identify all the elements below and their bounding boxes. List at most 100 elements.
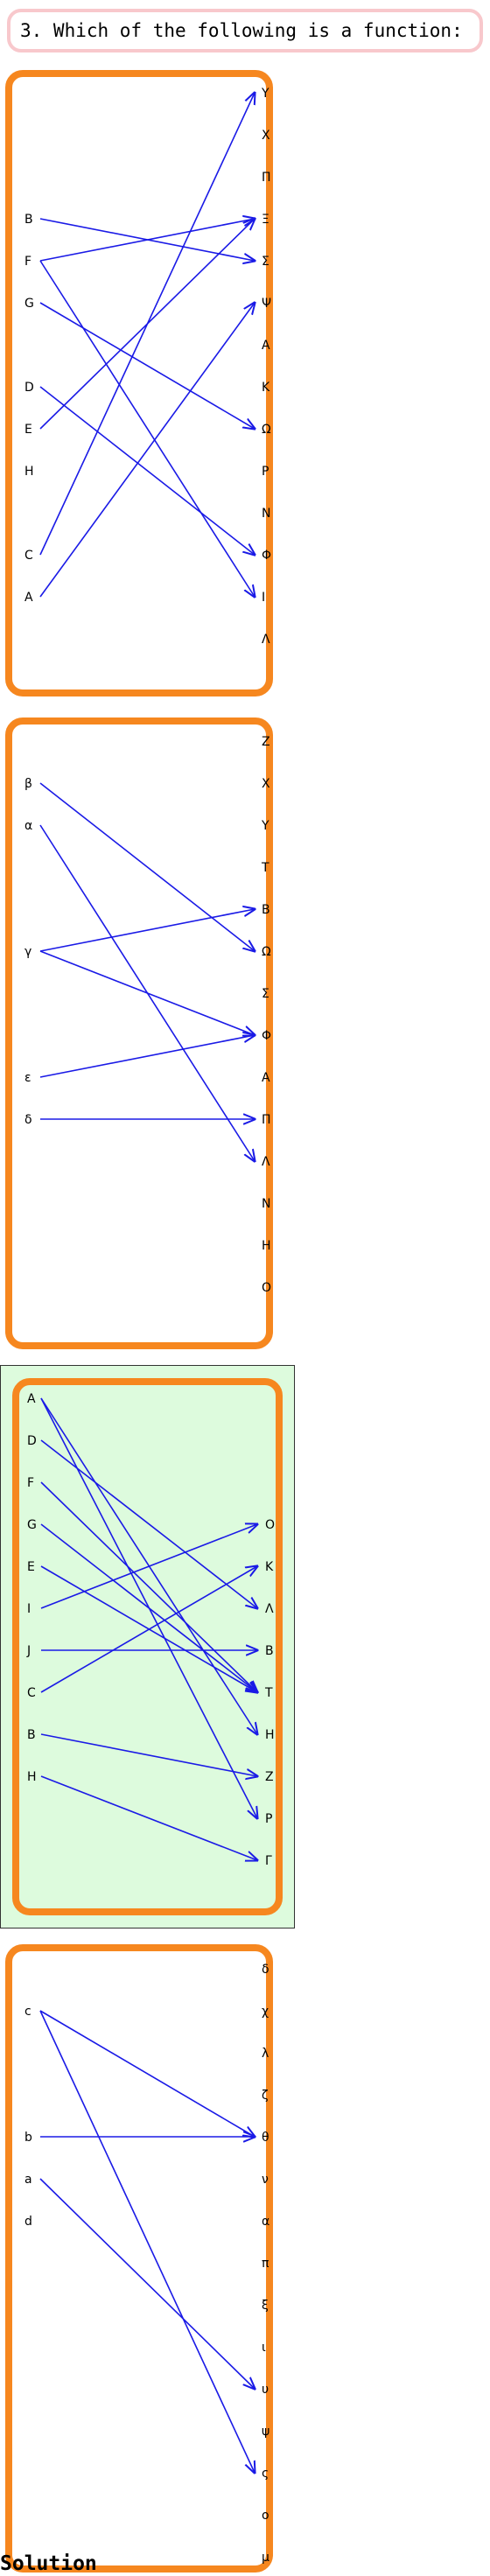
- option-2[interactable]: β α γ ε δ Ζ Χ Υ Τ Β Ω Σ Φ Α Π Λ Ν Η Ο: [5, 718, 273, 1349]
- codomain-element: Ω: [262, 423, 271, 437]
- mapping-arrow: [40, 1439, 257, 1608]
- mapping-arrow: [39, 260, 255, 597]
- codomain-element: θ: [262, 2131, 270, 2145]
- codomain-element: Σ: [262, 987, 270, 1001]
- mapping-arrow: [39, 950, 255, 1035]
- domain-element: E: [27, 1560, 35, 1574]
- domain-element: β: [24, 777, 32, 791]
- codomain-element: Π: [262, 1113, 271, 1127]
- mapping-arrow: [40, 1523, 257, 1692]
- codomain-element: Α: [262, 339, 270, 353]
- mapping-arrow: [39, 2178, 255, 2389]
- domain-element: G: [24, 297, 34, 311]
- mapping-arrow: [40, 1524, 257, 1609]
- codomain-element: Ω: [262, 945, 271, 959]
- codomain-element: ξ: [262, 2299, 269, 2313]
- codomain-element: Λ: [262, 1155, 270, 1169]
- option-frame: [5, 1944, 273, 2572]
- codomain-element: Τ: [264, 1686, 273, 1700]
- codomain-element: Ι: [262, 591, 265, 605]
- option-3[interactable]: A D F G E I J C B H Ο Κ Λ Β Τ Η Ζ Ρ Γ: [0, 1365, 295, 1928]
- codomain-element: ς: [262, 2467, 269, 2481]
- codomain-element: Γ: [265, 1854, 272, 1868]
- option-frame: [12, 1378, 283, 1915]
- codomain-element: μ: [262, 2551, 270, 2565]
- codomain-element: ψ: [262, 2425, 270, 2439]
- codomain-element: Ψ: [262, 297, 271, 311]
- mapping-arrow: [40, 1481, 257, 1692]
- codomain-element: Φ: [262, 549, 271, 563]
- domain-element: I: [27, 1602, 31, 1616]
- codomain-element: Χ: [262, 777, 270, 791]
- codomain-element: Α: [262, 1071, 270, 1085]
- codomain-element: ι: [262, 2341, 266, 2355]
- domain-element: a: [24, 2173, 32, 2187]
- codomain-element: Φ: [262, 1029, 271, 1043]
- mapping-diagram: β α γ ε δ Ζ Χ Υ Τ Β Ω Σ Φ Α Π Λ Ν Η Ο: [24, 735, 271, 1295]
- codomain-element: Κ: [262, 381, 270, 395]
- option-1[interactable]: B F G D E H C A Υ Χ Π Ξ Σ Ψ Α Κ Ω Ρ Ν Φ Ι Λ: [5, 70, 273, 696]
- domain-element: b: [24, 2131, 32, 2145]
- codomain-element: Β: [265, 1644, 274, 1658]
- mapping-arrow: [39, 303, 255, 598]
- domain-element: G: [27, 1518, 37, 1532]
- codomain-element: π: [262, 2257, 270, 2271]
- codomain-element: Ρ: [265, 1812, 272, 1826]
- mapping-arrow: [39, 93, 255, 556]
- domain-element: γ: [24, 945, 32, 959]
- codomain-element: Ξ: [262, 213, 270, 227]
- domain-element: A: [27, 1392, 36, 1406]
- codomain-element: ν: [262, 2173, 269, 2187]
- domain-element: c: [24, 2005, 32, 2019]
- domain-element: H: [27, 1770, 37, 1784]
- mapping-arrow: [39, 302, 255, 429]
- mapping-arrow: [39, 386, 255, 555]
- mapping-diagram: c b a d δ χ λ ζ θ ν α π ξ ι υ ψ ς ο μ: [24, 1963, 270, 2565]
- codomain-element: Κ: [265, 1560, 274, 1574]
- mapping-diagram: A D F G E I J C B H Ο Κ Λ Β Τ Η Ζ Ρ Γ: [26, 1392, 275, 1868]
- codomain-element: Ο: [262, 1281, 271, 1295]
- codomain-element: α: [262, 2215, 270, 2229]
- mapping-diagram: B F G D E H C A Υ Χ Π Ξ Σ Ψ Α Κ Ω Ρ Ν Φ Ι Λ: [24, 87, 271, 647]
- question-box: 3. Which of the following is a function:: [7, 9, 483, 52]
- codomain-element: Τ: [261, 861, 270, 875]
- mapping-arrow: [39, 1035, 255, 1078]
- domain-element: D: [24, 381, 34, 395]
- codomain-element: χ: [262, 2005, 269, 2019]
- codomain-element: Υ: [261, 87, 270, 101]
- codomain-element: λ: [262, 2047, 269, 2061]
- mapping-arrow: [39, 782, 255, 951]
- domain-element: E: [24, 423, 32, 437]
- codomain-element: Ν: [262, 507, 270, 521]
- codomain-element: Ο: [265, 1518, 275, 1532]
- codomain-element: Ζ: [262, 735, 270, 749]
- domain-element: D: [27, 1434, 37, 1448]
- codomain-element: Η: [265, 1728, 275, 1742]
- domain-element: B: [24, 213, 33, 227]
- codomain-element: Λ: [265, 1602, 274, 1616]
- mapping-arrow: [40, 1566, 257, 1693]
- mapping-arrow: [39, 219, 255, 262]
- domain-element: δ: [24, 1113, 32, 1127]
- codomain-element: ζ: [262, 2089, 269, 2103]
- codomain-element: Χ: [262, 129, 270, 143]
- option-4[interactable]: c b a d δ χ λ ζ θ ν α π ξ ι υ ψ ς ο μ: [5, 1944, 273, 2572]
- codomain-element: Ζ: [265, 1770, 274, 1784]
- option-frame: [5, 70, 273, 696]
- codomain-element: υ: [262, 2383, 269, 2397]
- domain-element: d: [24, 2215, 32, 2229]
- codomain-element: Β: [262, 903, 270, 917]
- domain-element: J: [26, 1644, 31, 1658]
- solution-heading: Solution: [0, 2552, 97, 2575]
- codomain-element: Η: [262, 1239, 271, 1253]
- mapping-arrow: [40, 1775, 257, 1860]
- domain-element: H: [24, 465, 34, 479]
- codomain-element: Λ: [262, 633, 270, 647]
- domain-element: F: [24, 255, 32, 269]
- codomain-element: Υ: [261, 819, 270, 833]
- question-text: 3. Which of the following is a function:: [20, 20, 463, 41]
- mapping-arrow: [39, 2010, 255, 2137]
- codomain-element: ο: [262, 2509, 270, 2523]
- codomain-element: Ν: [262, 1197, 270, 1211]
- domain-element: C: [24, 549, 33, 563]
